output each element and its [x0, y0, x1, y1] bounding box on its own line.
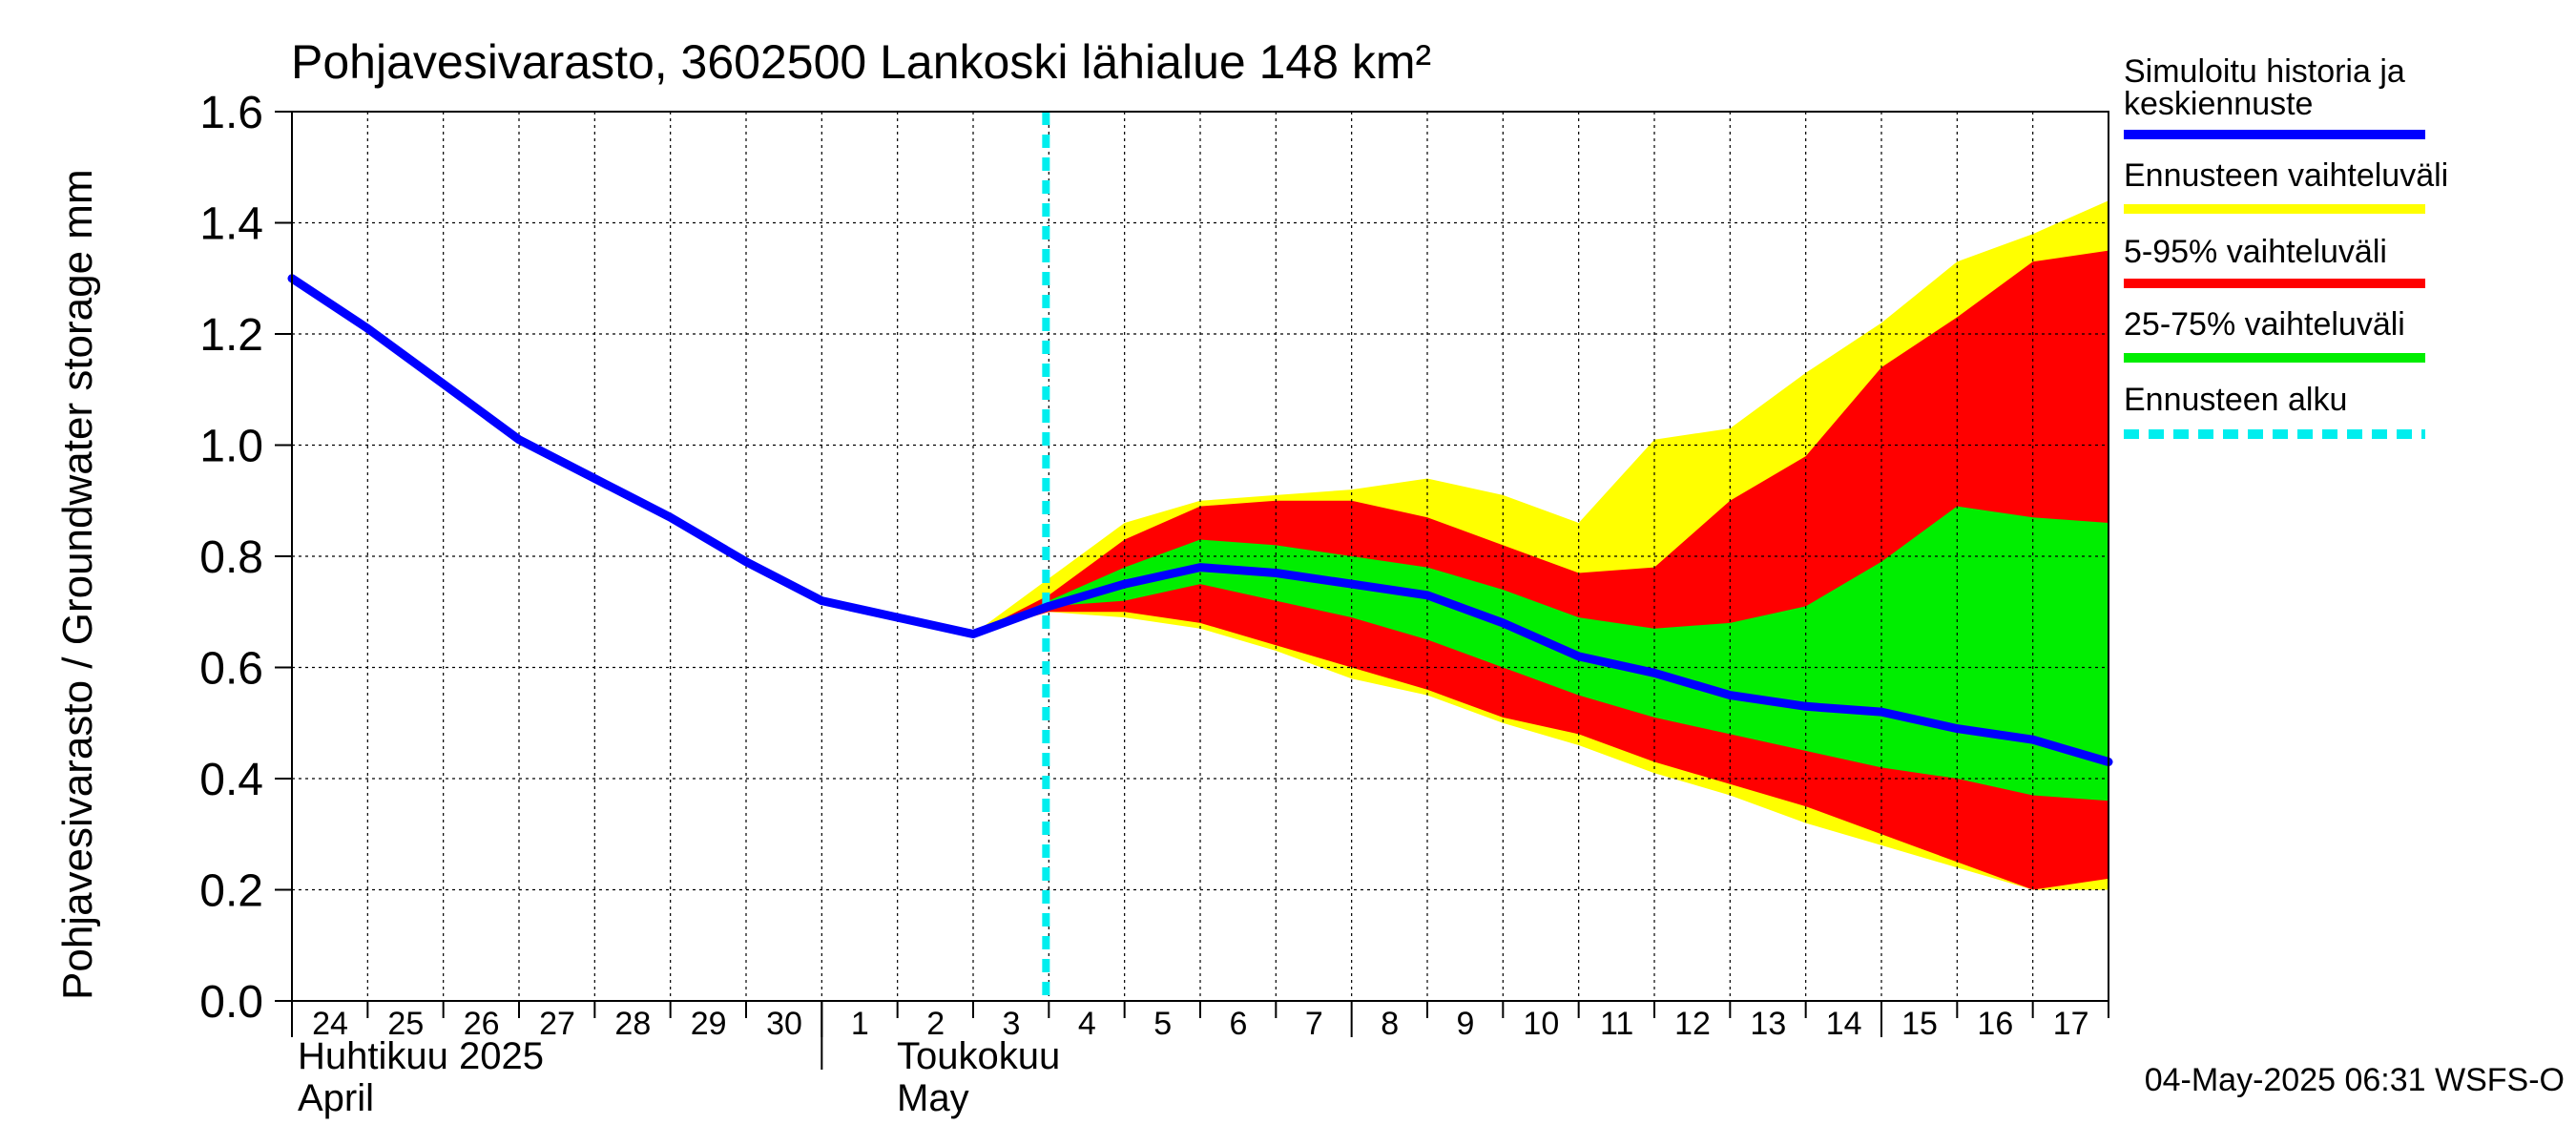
- april-fi-label: Huhtikuu 2025: [298, 1035, 544, 1077]
- y-tick-label: 0.6: [199, 644, 263, 695]
- x-tick-label: 15: [1901, 1006, 1938, 1042]
- x-tick-label: 9: [1457, 1006, 1475, 1042]
- x-tick-label: 28: [614, 1006, 651, 1042]
- y-tick-label: 1.6: [199, 88, 263, 138]
- x-tick-label: 6: [1230, 1006, 1248, 1042]
- y-tick-label: 1.0: [199, 422, 263, 472]
- y-tick-label: 0.2: [199, 866, 263, 917]
- may-en-label: May: [897, 1077, 969, 1119]
- y-tick-label: 0.4: [199, 755, 263, 805]
- legend-label-simulated-2: keskiennuste: [2124, 86, 2313, 122]
- footer-timestamp: 04-May-2025 06:31 WSFS-O: [2145, 1062, 2565, 1098]
- legend-label-25-75: 25-75% vaihteluväli: [2124, 306, 2405, 343]
- x-axis: 24 25 26 27 28 29 30 1 2 3 4 5 6 7 8 9 10 11 12 13 14 15 16 17H…: [291, 1001, 2109, 1119]
- band-2: [973, 506, 2109, 802]
- mean-series-line: [287, 274, 2113, 766]
- forecast-bands: [973, 200, 2109, 890]
- y-tick-label: 1.2: [199, 310, 263, 361]
- x-tick-label: 12: [1674, 1006, 1711, 1042]
- x-tick-label: 1: [851, 1006, 869, 1042]
- x-tick-label: 25: [387, 1006, 424, 1042]
- x-tick-label: 3: [1003, 1006, 1021, 1042]
- legend-label-range: Ennusteen vaihteluväli: [2124, 157, 2448, 194]
- x-tick-label: 14: [1826, 1006, 1862, 1042]
- x-tick-label: 2: [926, 1006, 945, 1042]
- y-tick-label: 1.4: [199, 199, 263, 250]
- may-fi-label: Toukokuu: [897, 1035, 1060, 1077]
- x-tick-label: 24: [312, 1006, 348, 1042]
- x-tick-label: 17: [2053, 1006, 2089, 1042]
- x-tick-label: 29: [691, 1006, 727, 1042]
- y-axis-label: Pohjavesivarasto / Groundwater storage m…: [54, 169, 101, 1000]
- x-tick-label: 27: [539, 1006, 575, 1042]
- mean-series: [287, 274, 2113, 766]
- x-tick-label: 13: [1750, 1006, 1786, 1042]
- x-tick-label: 7: [1305, 1006, 1323, 1042]
- y-tick-label: 0.8: [199, 532, 263, 583]
- x-tick-label: 11: [1600, 1006, 1633, 1042]
- y-axis: 0.0 0.2 0.4 0.6 0.8 1.0 1.2 1.4 1.6: [199, 88, 292, 1028]
- chart-title: Pohjavesivarasto, 3602500 Lankoski lähia…: [291, 35, 1431, 89]
- legend-label-5-95: 5-95% vaihteluväli: [2124, 234, 2387, 270]
- x-tick-label: 10: [1523, 1006, 1559, 1042]
- legend-label-simulated: Simuloitu historia ja: [2124, 53, 2405, 90]
- x-tick-label: 30: [766, 1006, 802, 1042]
- x-tick-label: 16: [1977, 1006, 2013, 1042]
- april-en-label: April: [298, 1077, 374, 1119]
- legend-label-forecast-start: Ennusteen alku: [2124, 382, 2347, 418]
- x-tick-label: 4: [1078, 1006, 1096, 1042]
- y-tick-label: 0.0: [199, 977, 263, 1028]
- x-tick-label: 26: [464, 1006, 500, 1042]
- x-tick-label: 8: [1381, 1006, 1399, 1042]
- x-tick-label: 5: [1153, 1006, 1172, 1042]
- grid-lines: [292, 112, 2109, 1001]
